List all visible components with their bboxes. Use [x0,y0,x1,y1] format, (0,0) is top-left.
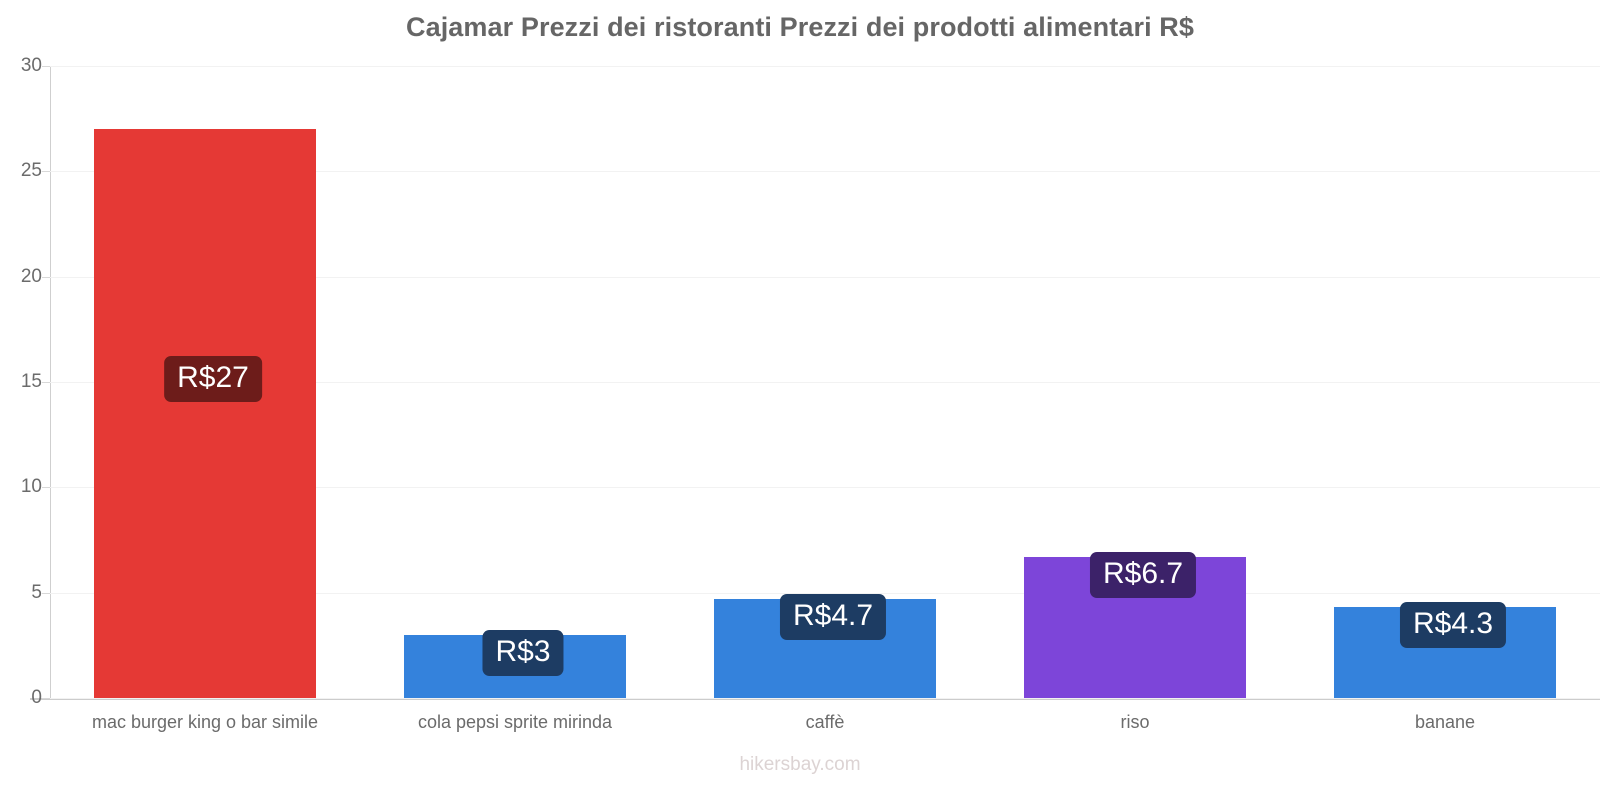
y-axis-tick-mark [42,698,50,699]
y-axis-tick-mark [42,171,50,173]
y-axis-tick-label: 10 [20,476,42,498]
bar-value-label: R$4.7 [779,593,887,640]
grid-line [50,698,1600,699]
x-axis-category-label: mac burger king o bar simile [91,712,319,732]
y-axis-tick-label: 15 [20,371,42,392]
x-axis-category-label: cola pepsi sprite mirinda [417,712,613,732]
y-axis-tick-mark [42,487,50,489]
y-axis-tick-label: 0 [31,687,42,708]
chart-source-footer: hikersbay.com [739,754,861,775]
x-axis-line [30,698,1600,700]
y-axis-tick-mark [42,382,50,383]
x-axis-category-label: caffè [805,712,845,732]
y-axis-tick-mark [42,66,50,67]
grid-line [50,276,1600,278]
bar[interactable] [94,129,316,698]
bar-value-label: R$4.3 [1399,602,1507,649]
bar-value-label: R$3 [482,629,564,676]
bar-value-label: R$27 [164,356,262,403]
x-axis-category-label: banane [1414,712,1476,732]
y-axis-tick-label: 30 [20,55,42,76]
grid-line [50,171,1600,173]
y-axis-tick-label: 20 [20,265,42,287]
x-axis-category-label: riso [1120,712,1150,732]
y-axis-tick-label: 25 [20,160,42,182]
grid-line [50,382,1600,383]
y-axis-tick-mark [42,276,50,278]
bar-value-label: R$6.7 [1089,551,1197,598]
y-axis-tick-label: 5 [31,581,42,603]
chart-title: Cajamar Prezzi dei ristoranti Prezzi dei… [405,12,1194,42]
grid-line [50,592,1600,594]
y-axis-tick-mark [42,592,50,594]
grid-line [50,66,1600,67]
grid-line [50,487,1600,489]
plot-area: 0 5 10 15 20 25 30 R$27 R$3 R$4.7 R$6.7 R$4.3 [21,55,1600,708]
